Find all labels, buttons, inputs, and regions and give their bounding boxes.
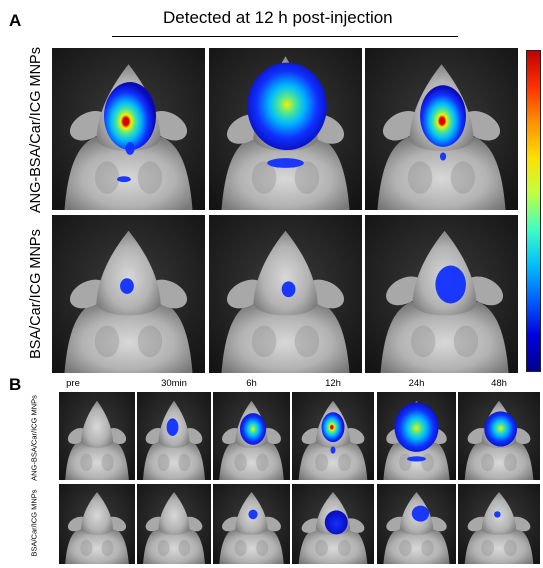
mouse-image <box>377 392 456 480</box>
mouse-image <box>137 484 211 564</box>
fluorescence-signal <box>247 62 327 151</box>
panel-b-mouse-r2-c6 <box>458 484 540 564</box>
fluorescence-spot <box>120 278 134 294</box>
panel-b-mouse-r2-c5 <box>377 484 456 564</box>
panel-a-mouse-r1-c2 <box>209 48 362 210</box>
colorbar-gradient <box>527 51 540 371</box>
fluorescence-spot <box>117 176 131 183</box>
fluorescence-signal <box>394 402 439 452</box>
fluorescence-spot <box>330 446 336 454</box>
fluorescence-signal <box>239 413 267 445</box>
mouse-image <box>292 484 374 564</box>
mouse-image <box>458 484 540 564</box>
panel-a-mouse-r2-c1 <box>52 215 205 373</box>
panel-b-mouse-r2-c4 <box>292 484 374 564</box>
fluorescence-signal <box>484 411 518 447</box>
mouse-image <box>209 48 362 210</box>
fluorescence-spot <box>267 158 304 168</box>
colorbar <box>526 50 541 372</box>
panel-b-letter: B <box>9 375 22 394</box>
timepoint-label-6h: 6h <box>246 378 257 389</box>
panel-b-mouse-r2-c1 <box>59 484 135 564</box>
mouse-image <box>52 48 205 210</box>
mouse-image <box>52 215 205 373</box>
fluorescence-signal <box>324 510 348 535</box>
timepoint-label-12h: 12h <box>325 378 341 389</box>
fluorescence-spot <box>435 265 466 304</box>
panel-b-mouse-r1-c3 <box>213 392 290 480</box>
panel-a-row-label-bsa: BSA/Car/ICG MNPs <box>28 229 44 359</box>
mouse-image <box>365 48 518 210</box>
panel-a-mouse-r1-c1 <box>52 48 205 210</box>
fluorescence-spot <box>494 511 501 518</box>
panel-a-mouse-r2-c2 <box>209 215 362 373</box>
panel-b-mouse-r1-c4 <box>292 392 374 480</box>
fluorescence-signal <box>104 82 157 151</box>
panel-a-row-label-ang: ANG-BSA/Car/ICG MNPs <box>28 47 44 213</box>
mouse-image <box>365 215 518 373</box>
panel-a-mouse-r2-c3 <box>365 215 518 373</box>
panel-a-mouse-r1-c3 <box>365 48 518 210</box>
panel-a-letter: A <box>9 11 22 30</box>
mouse-image <box>458 392 540 480</box>
fluorescence-signal <box>321 412 345 443</box>
panel-b-row-label-bsa: BSA/Car/ICG MNPs <box>29 489 39 557</box>
fluorescence-spot <box>166 418 179 436</box>
panel-b-mouse-r1-c2 <box>137 392 211 480</box>
panel-b-row-label-ang: ANG-BSA/Car/ICG MNPs <box>29 395 39 481</box>
panel-b-mouse-r1-c1 <box>59 392 135 480</box>
timepoint-label-48h: 48h <box>491 378 507 389</box>
fluorescence-spot <box>125 141 135 155</box>
mouse-image <box>59 484 135 564</box>
timepoint-label-24h: 24h <box>408 378 425 389</box>
mouse-image <box>209 215 362 373</box>
mouse-image <box>292 392 374 480</box>
fluorescence-spot <box>439 152 447 161</box>
panel-b-mouse-r2-c2 <box>137 484 211 564</box>
timepoint-label-30min: 30min <box>161 378 187 389</box>
mouse-image <box>377 484 456 564</box>
panel-a-header: Detected at 12 h post-injection <box>163 8 393 27</box>
header-underline <box>112 36 458 37</box>
fluorescence-spot <box>281 281 296 298</box>
timepoint-label-pre: pre <box>66 378 80 389</box>
fluorescence-spot <box>411 505 430 522</box>
fluorescence-spot <box>407 456 426 462</box>
mouse-image <box>59 392 135 480</box>
panel-b-mouse-r1-c5 <box>377 392 456 480</box>
fluorescence-signal <box>420 85 466 147</box>
panel-b-mouse-r2-c3 <box>213 484 290 564</box>
mouse-image <box>137 392 211 480</box>
mouse-image <box>213 392 290 480</box>
fluorescence-spot <box>248 509 258 520</box>
panel-b-mouse-r1-c6 <box>458 392 540 480</box>
mouse-image <box>213 484 290 564</box>
